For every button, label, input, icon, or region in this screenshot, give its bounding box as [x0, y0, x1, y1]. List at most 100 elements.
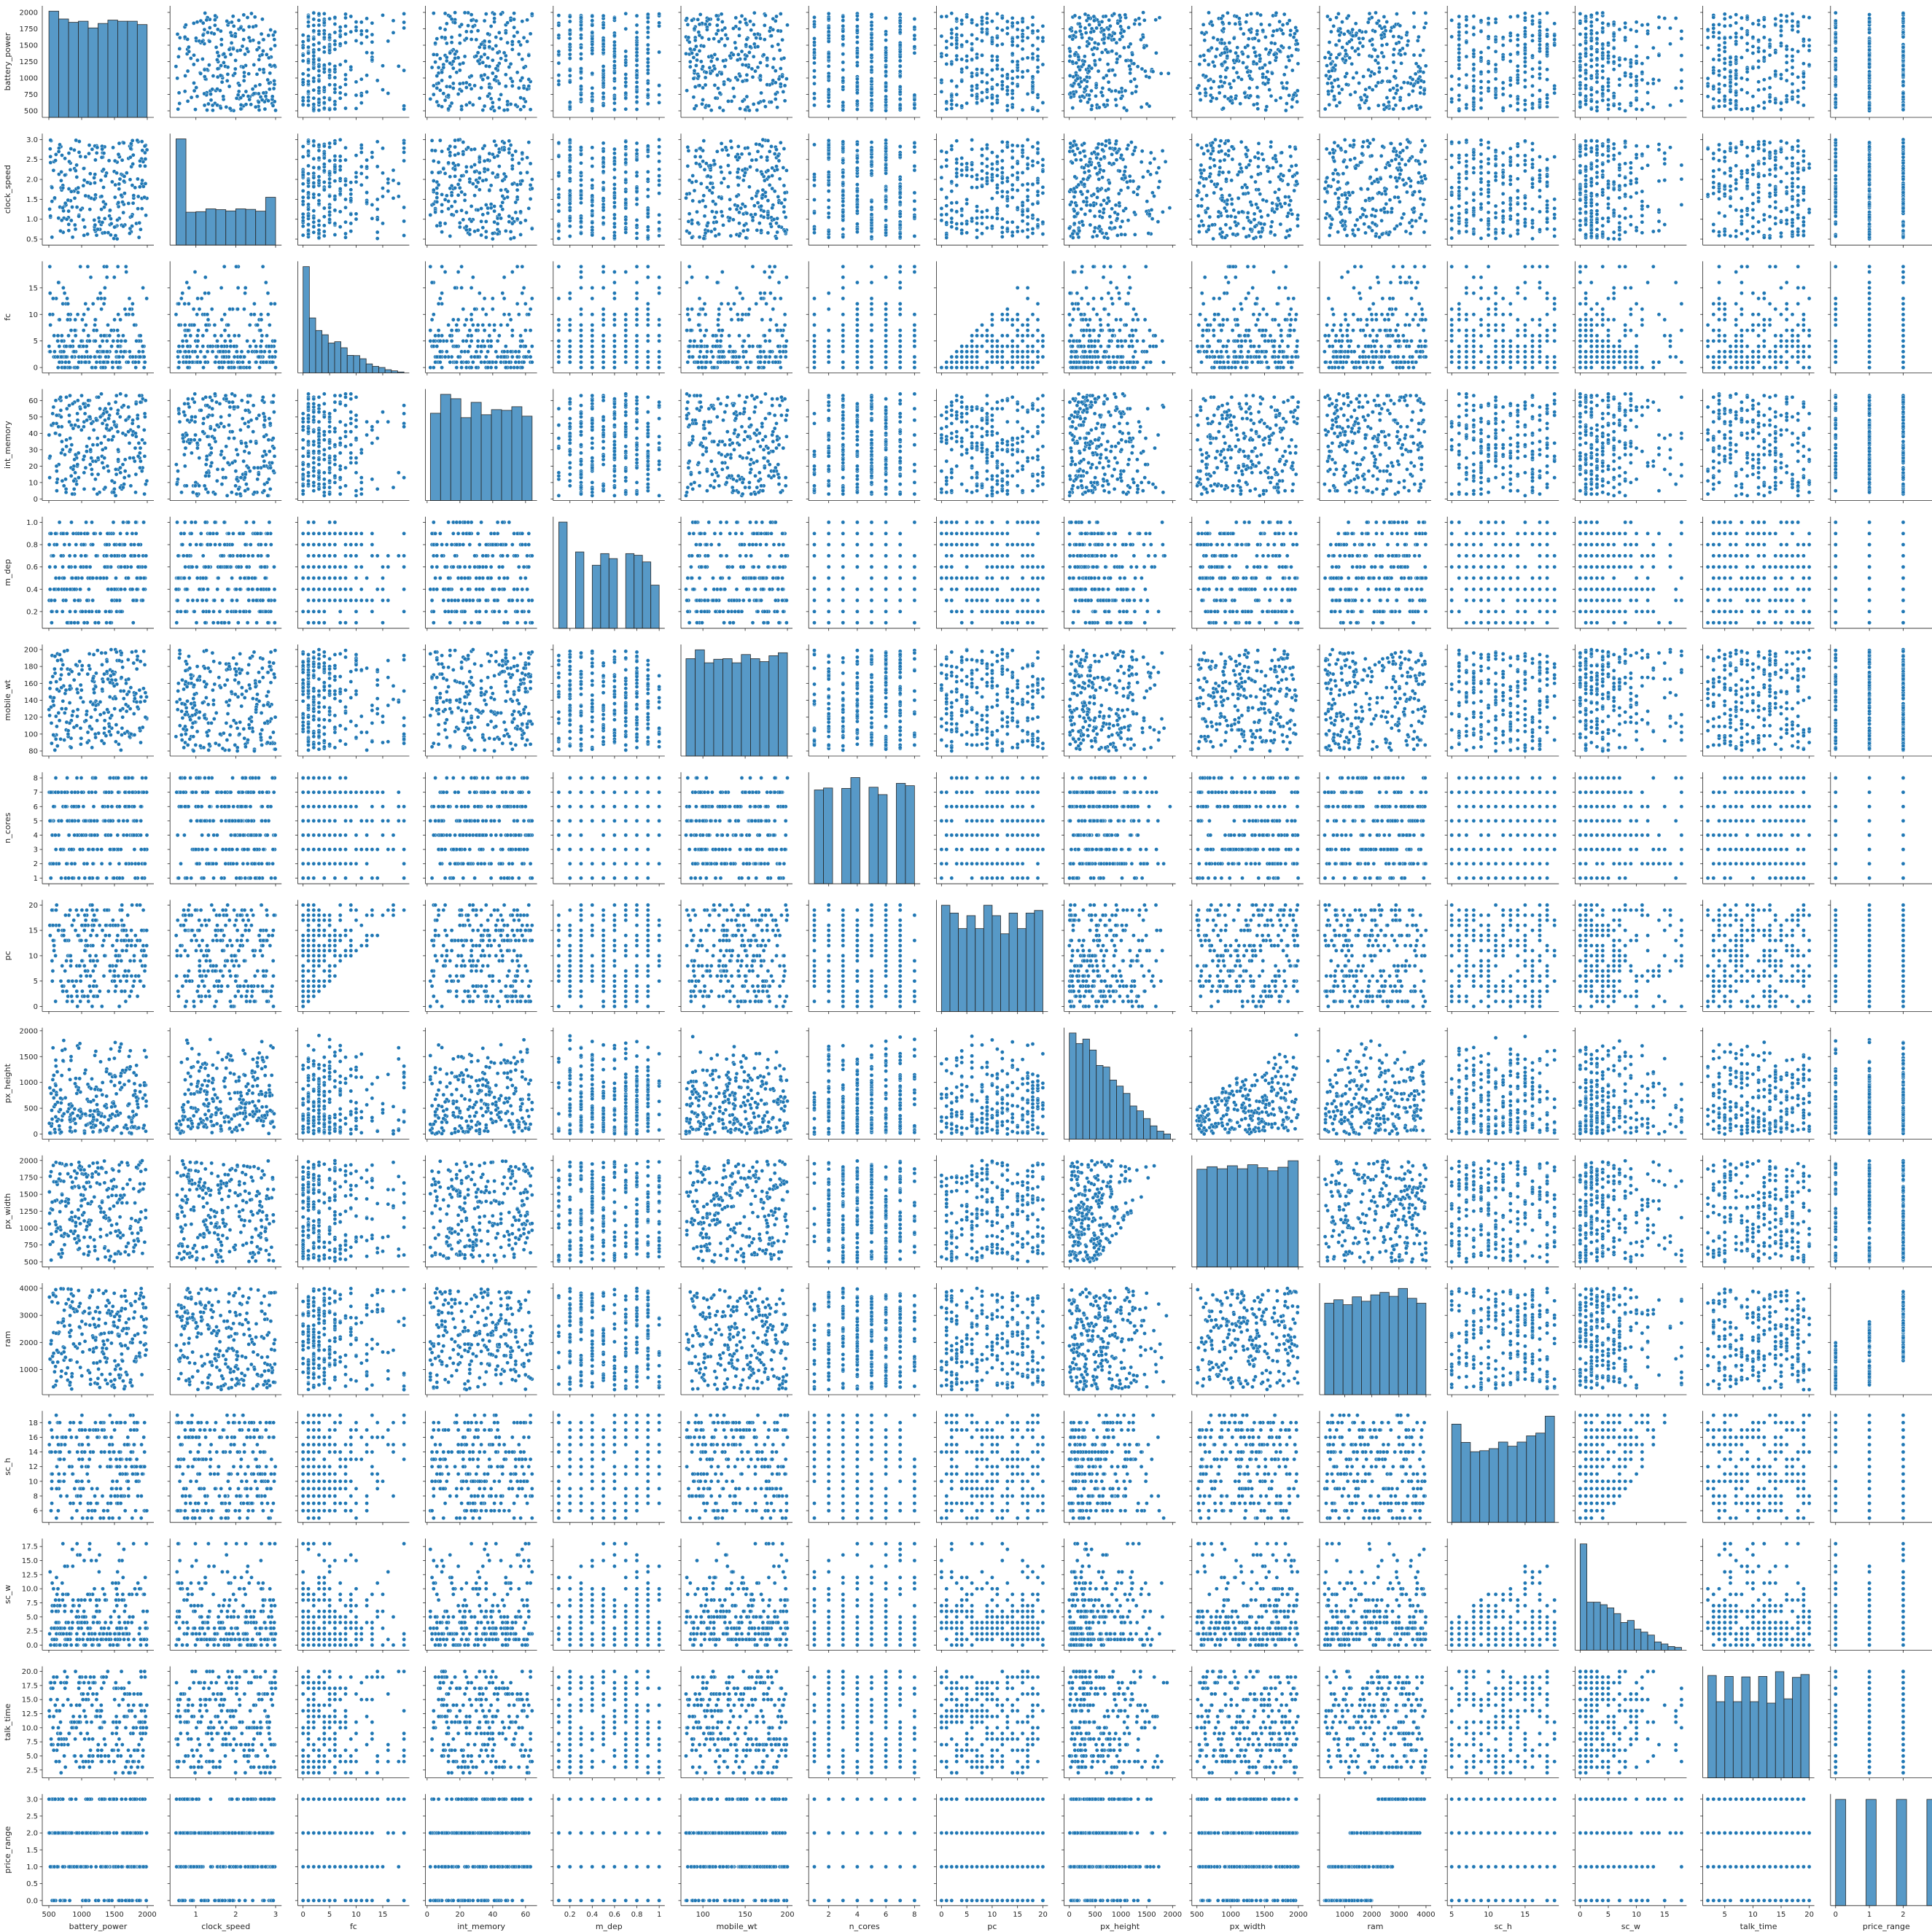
scatter-point: [778, 48, 782, 52]
scatter-point: [709, 71, 712, 75]
scatter-point: [688, 47, 692, 51]
scatter-point: [447, 93, 451, 97]
scatter-point: [226, 66, 230, 69]
scatter-point: [211, 74, 215, 78]
scatter-point: [568, 15, 572, 18]
scatter-point: [579, 46, 583, 50]
scatter-point: [612, 71, 616, 74]
scatter-point: [219, 38, 223, 42]
scatter-point: [226, 72, 230, 76]
scatter-point: [521, 58, 524, 61]
hist-bar: [79, 21, 88, 117]
scatter-point: [506, 103, 510, 106]
scatter-point: [317, 32, 321, 36]
scatter-point: [306, 39, 310, 42]
scatter-point: [312, 58, 316, 61]
scatter-point: [774, 69, 777, 73]
scatter-point: [306, 68, 310, 71]
scatter-point: [624, 27, 628, 31]
scatter-point: [333, 15, 337, 19]
scatter-point: [486, 32, 490, 36]
scatter-point: [557, 14, 561, 17]
scatter-point: [601, 64, 605, 68]
scatter-point: [771, 17, 775, 20]
scatter-point: [273, 82, 276, 86]
scatter-point: [267, 82, 270, 85]
scatter-point: [624, 50, 628, 53]
scatter-point: [458, 69, 461, 72]
scatter-point: [568, 48, 572, 52]
scatter-point: [450, 41, 453, 44]
scatter-point: [333, 87, 337, 90]
scatter-point: [208, 26, 211, 29]
scatter-point: [714, 32, 718, 36]
scatter-point: [199, 71, 203, 75]
scatter-point: [579, 36, 583, 40]
scatter-point: [745, 37, 749, 41]
scatter-point: [216, 67, 219, 71]
scatter-point: [312, 96, 316, 100]
scatter-point: [745, 95, 749, 98]
scatter-point: [690, 51, 694, 55]
scatter-point: [432, 52, 435, 56]
scatter-point: [774, 92, 777, 96]
scatter-point: [519, 43, 523, 47]
scatter-point: [200, 57, 204, 61]
scatter-point: [338, 96, 342, 100]
scatter-point: [333, 47, 337, 51]
scatter-point: [184, 74, 187, 77]
scatter-point: [343, 16, 347, 20]
scatter-point: [646, 57, 650, 61]
scatter-point: [219, 43, 223, 47]
scatter-point: [260, 17, 264, 21]
scatter-point: [349, 30, 353, 34]
scatter-point: [255, 48, 259, 52]
scatter-point: [686, 23, 690, 26]
scatter-point: [762, 53, 766, 57]
scatter-point: [242, 79, 246, 82]
scatter-point: [624, 61, 628, 64]
hist-bar: [128, 21, 137, 117]
scatter-point: [568, 28, 572, 32]
scatter-point: [513, 26, 516, 29]
scatter-point: [646, 31, 650, 34]
scatter-point: [624, 72, 628, 76]
scatter-point: [301, 59, 305, 63]
scatter-point: [591, 86, 594, 90]
scatter-point: [766, 56, 769, 60]
scatter-point: [257, 41, 261, 44]
scatter-point: [322, 45, 326, 49]
scatter-point: [624, 80, 628, 84]
scatter-point: [306, 74, 310, 77]
scatter-point: [260, 98, 264, 101]
scatter-point: [519, 96, 523, 100]
scatter-point: [450, 17, 453, 21]
scatter-point: [658, 101, 661, 104]
scatter-point: [646, 71, 650, 75]
scatter-point: [517, 52, 521, 56]
scatter-point: [268, 71, 272, 75]
scatter-point: [328, 83, 332, 87]
scatter-point: [253, 15, 257, 19]
scatter-point: [176, 77, 179, 80]
scatter-point: [445, 42, 448, 45]
scatter-point: [343, 12, 347, 16]
scatter-point: [460, 108, 464, 112]
scatter-point: [183, 90, 187, 93]
scatter-point: [359, 94, 363, 98]
scatter-point: [698, 84, 701, 87]
scatter-point: [513, 12, 516, 15]
scatter-point: [201, 34, 205, 37]
scatter-point: [721, 59, 725, 63]
scatter-point: [476, 29, 480, 33]
scatter-point: [257, 58, 261, 61]
scatter-point: [192, 21, 195, 25]
scatter-point: [333, 42, 337, 46]
hist-bar: [108, 20, 117, 117]
scatter-point: [476, 59, 480, 63]
scatter-point: [312, 29, 316, 33]
scatter-point: [273, 30, 277, 34]
scatter-point: [322, 96, 326, 99]
scatter-point: [268, 63, 272, 67]
scatter-point: [646, 82, 650, 85]
